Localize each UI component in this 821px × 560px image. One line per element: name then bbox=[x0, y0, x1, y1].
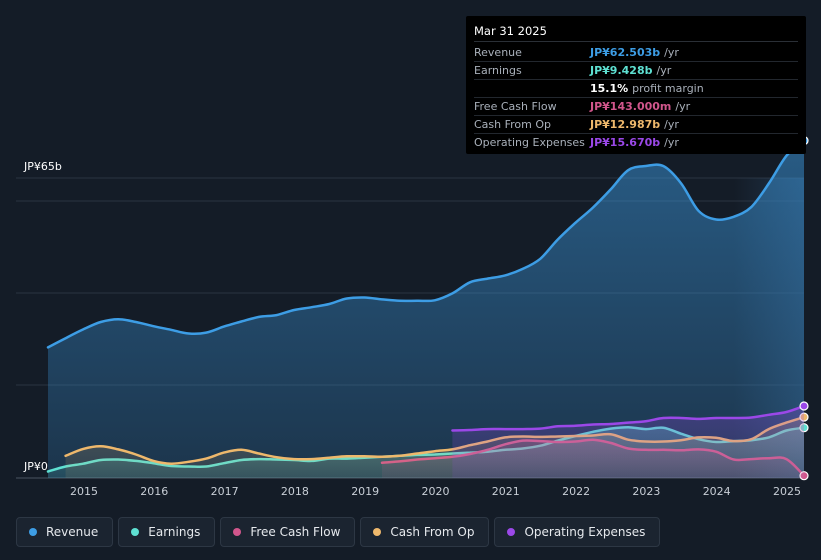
x-tick-label: 2018 bbox=[281, 485, 309, 498]
chart-area: 2015 2016 2017 2018 2019 2020 2021 2022 2023 2024… bbox=[16, 136, 809, 498]
x-tick-label: 2022 bbox=[562, 485, 590, 498]
tooltip-row-unit: profit margin bbox=[632, 82, 704, 95]
operating-expenses-end-marker bbox=[799, 401, 809, 411]
tooltip-row-label bbox=[474, 80, 590, 97]
y-axis-top-label: JP¥65b bbox=[23, 160, 62, 173]
operating-expenses-area bbox=[452, 406, 804, 478]
legend-label: Free Cash Flow bbox=[250, 525, 341, 539]
x-tick-label: 2020 bbox=[422, 485, 450, 498]
tooltip-row: 15.1% profit margin bbox=[474, 80, 798, 98]
legend-item-cash-from-op[interactable]: Cash From Op bbox=[360, 517, 490, 547]
legend-dot-icon bbox=[373, 528, 382, 536]
tooltip-row-label: Revenue bbox=[474, 46, 522, 59]
legend-label: Cash From Op bbox=[390, 525, 475, 539]
x-tick-label: 2016 bbox=[140, 485, 168, 498]
legend-item-revenue[interactable]: Revenue bbox=[16, 517, 114, 547]
x-tick-label: 2015 bbox=[70, 485, 98, 498]
legend-dot-icon bbox=[131, 528, 140, 536]
tooltip-row-value: JP¥143.000m bbox=[590, 100, 672, 113]
y-axis-bottom-label: JP¥0 bbox=[23, 460, 48, 473]
tooltip-row-label: Cash From Op bbox=[474, 118, 552, 131]
operating-expenses-line bbox=[451, 404, 806, 432]
tooltip-row: Cash From Op JP¥12.987b/yr bbox=[474, 116, 798, 134]
legend-item-operating-expenses[interactable]: Operating Expenses bbox=[494, 517, 661, 547]
legend-label: Operating Expenses bbox=[524, 525, 646, 539]
tooltip-row: Earnings JP¥9.428b/yr bbox=[474, 62, 798, 80]
x-tick-label: 2025 bbox=[773, 485, 801, 498]
x-tick-label: 2021 bbox=[492, 485, 520, 498]
x-tick-label: 2023 bbox=[632, 485, 660, 498]
revenue-area bbox=[48, 140, 804, 478]
data-tooltip: Mar 31 2025 Revenue JP¥62.503b/yr Earnings… bbox=[466, 16, 806, 154]
legend-item-earnings[interactable]: Earnings bbox=[118, 517, 216, 547]
x-axis-ticks: 2015 2016 2017 2018 2019 2020 2021 2022 2023 2024… bbox=[70, 485, 801, 498]
legend-label: Revenue bbox=[46, 525, 99, 539]
tooltip-row: Free Cash Flow JP¥143.000m/yr bbox=[474, 98, 798, 116]
tooltip-row-unit: /yr bbox=[656, 64, 672, 77]
legend-dot-icon bbox=[233, 528, 242, 536]
tooltip-row: Operating Expenses JP¥15.670b/yr bbox=[474, 134, 798, 151]
legend-dot-icon bbox=[29, 528, 37, 536]
tooltip-row-unit: /yr bbox=[675, 100, 691, 113]
tooltip-row: Revenue JP¥62.503b/yr bbox=[474, 44, 798, 62]
tooltip-row-value: JP¥9.428b bbox=[590, 64, 653, 77]
legend-dot-icon bbox=[507, 528, 516, 536]
tooltip-row-label: Earnings bbox=[474, 64, 522, 77]
tooltip-row-value: JP¥12.987b bbox=[590, 118, 661, 131]
tooltip-row-value: JP¥15.670b bbox=[590, 136, 661, 149]
x-tick-label: 2019 bbox=[351, 485, 379, 498]
tooltip-row-value: JP¥62.503b bbox=[590, 46, 661, 59]
tooltip-row-label: Free Cash Flow bbox=[474, 100, 557, 113]
tooltip-row-value: 15.1% bbox=[590, 82, 629, 95]
legend-label: Earnings bbox=[148, 525, 201, 539]
x-tick-label: 2017 bbox=[211, 485, 239, 498]
chart-legend: Revenue Earnings Free Cash Flow Cash From O… bbox=[16, 517, 661, 547]
tooltip-row-unit: /yr bbox=[664, 46, 679, 59]
tooltip-row-label: Operating Expenses bbox=[474, 136, 585, 149]
legend-item-free-cash-flow[interactable]: Free Cash Flow bbox=[220, 517, 356, 547]
tooltip-row-unit: /yr bbox=[664, 118, 679, 131]
tooltip-rows: Revenue JP¥62.503b/yr Earnings JP¥9.428b/yr… bbox=[474, 44, 798, 151]
x-tick-label: 2024 bbox=[703, 485, 731, 498]
tooltip-date: Mar 31 2025 bbox=[474, 22, 798, 42]
revenue-line bbox=[46, 139, 806, 349]
tooltip-row-unit: /yr bbox=[664, 136, 679, 149]
chart-series bbox=[46, 136, 809, 481]
